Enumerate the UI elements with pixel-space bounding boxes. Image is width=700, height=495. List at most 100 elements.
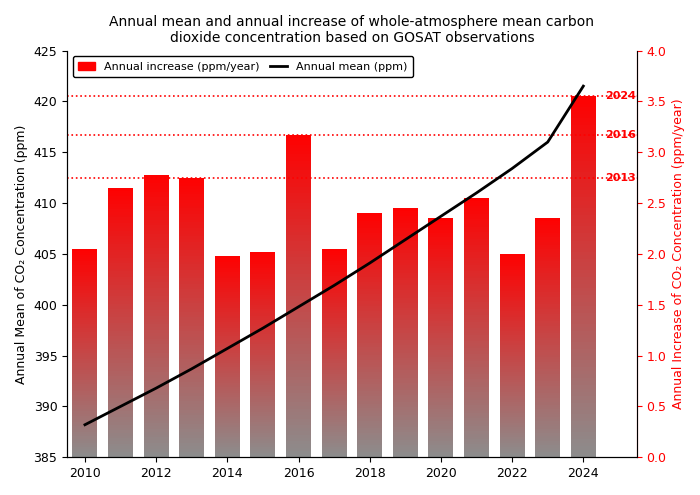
Bar (571, 132, 596, 136)
Bar (500, 441, 524, 443)
Bar (215, 346, 240, 348)
Bar (286, 138, 311, 142)
Bar (464, 263, 489, 265)
Bar (251, 311, 275, 313)
Text: 2024: 2024 (605, 91, 636, 101)
Bar (73, 276, 97, 278)
Bar (73, 255, 97, 257)
Bar (322, 384, 346, 387)
Bar (286, 264, 311, 267)
Bar (179, 214, 204, 217)
Bar (108, 312, 133, 314)
Bar (571, 147, 596, 150)
Bar (536, 249, 560, 252)
Bar (215, 302, 240, 304)
Bar (179, 306, 204, 309)
Bar (500, 278, 524, 280)
Bar (464, 250, 489, 252)
Bar (179, 208, 204, 211)
Bar (322, 407, 346, 409)
Bar (322, 326, 346, 328)
Bar (286, 347, 311, 351)
Bar (286, 428, 311, 432)
Bar (179, 446, 204, 449)
Bar (464, 449, 489, 452)
Bar (536, 357, 560, 359)
Bar (464, 336, 489, 338)
Bar (393, 435, 418, 438)
Bar (108, 207, 133, 209)
Bar (357, 428, 382, 431)
Bar (536, 240, 560, 242)
Bar (108, 357, 133, 360)
Bar (571, 273, 596, 277)
Bar (108, 258, 133, 260)
Bar (500, 325, 524, 327)
Bar (500, 307, 524, 309)
Bar (73, 326, 97, 328)
Bar (179, 300, 204, 303)
Bar (215, 290, 240, 292)
Bar (571, 385, 596, 389)
Bar (215, 304, 240, 306)
Bar (428, 431, 454, 434)
Bar (251, 435, 275, 437)
Bar (500, 402, 524, 404)
Bar (322, 357, 346, 359)
Bar (357, 416, 382, 418)
Bar (571, 107, 596, 111)
Bar (393, 280, 418, 283)
Bar (108, 303, 133, 306)
Bar (464, 348, 489, 351)
Bar (322, 368, 346, 370)
Bar (464, 380, 489, 382)
Bar (500, 264, 524, 266)
Bar (571, 251, 596, 255)
Bar (286, 167, 311, 170)
Bar (357, 357, 382, 360)
Bar (536, 371, 560, 374)
Bar (251, 293, 275, 295)
Bar (215, 352, 240, 354)
Bar (428, 407, 454, 409)
Bar (464, 346, 489, 348)
Bar (393, 368, 418, 370)
Bar (215, 276, 240, 278)
Bar (251, 400, 275, 402)
Bar (500, 453, 524, 455)
Bar (393, 405, 418, 407)
Bar (286, 319, 311, 322)
Bar (464, 322, 489, 325)
Bar (536, 393, 560, 395)
Bar (464, 445, 489, 447)
Bar (500, 293, 524, 295)
Bar (73, 441, 97, 443)
Bar (251, 345, 275, 346)
Bar (428, 443, 454, 446)
Bar (179, 356, 204, 359)
Bar (108, 242, 133, 245)
Bar (536, 268, 560, 271)
Bar (536, 283, 560, 285)
Bar (215, 433, 240, 435)
Bar (108, 298, 133, 301)
Bar (322, 272, 346, 274)
Bar (464, 372, 489, 374)
Bar (357, 228, 382, 230)
Bar (286, 367, 311, 370)
Bar (428, 450, 454, 452)
Bar (322, 349, 346, 351)
Bar (500, 423, 524, 425)
Bar (322, 387, 346, 389)
Bar (73, 424, 97, 426)
Bar (108, 390, 133, 393)
Bar (286, 228, 311, 232)
Bar (393, 407, 418, 410)
Bar (536, 402, 560, 405)
Bar (357, 308, 382, 311)
Bar (73, 249, 97, 251)
Bar (108, 396, 133, 398)
Bar (179, 424, 204, 427)
Bar (144, 451, 169, 454)
Bar (500, 447, 524, 449)
